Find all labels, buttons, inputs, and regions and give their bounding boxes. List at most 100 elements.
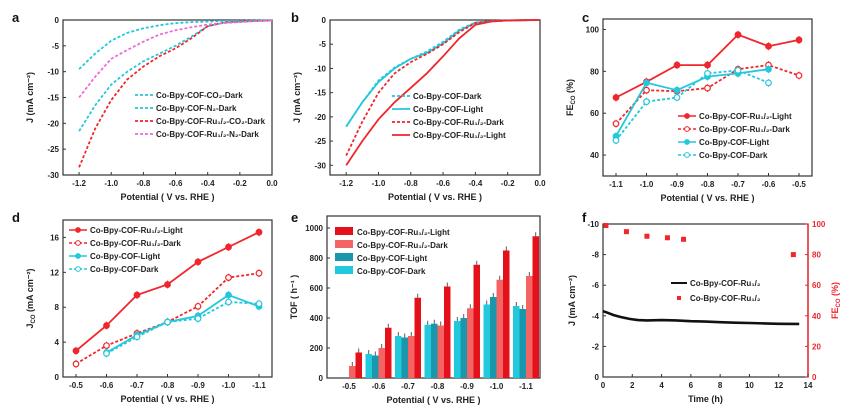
- data-point: [255, 269, 263, 277]
- data-point: [612, 94, 620, 101]
- data-point: [133, 291, 141, 299]
- data-point: [734, 66, 742, 74]
- bar: [490, 297, 497, 378]
- legend-marker: [75, 227, 81, 233]
- x-tick-label: 6: [689, 381, 694, 390]
- y-axis-title: JCO (mA cm⁻²): [25, 269, 37, 329]
- bar: [378, 348, 385, 378]
- data-point: [643, 98, 650, 106]
- bar: [444, 286, 451, 378]
- x-tick-label: -0.7: [731, 180, 745, 189]
- legend-label: Co-Bpy-COF-Ru₁/₂-Light: [413, 131, 506, 140]
- x-tick-label: -1.0: [490, 382, 504, 391]
- data-point: [164, 318, 171, 326]
- x-tick-label: -0.6: [169, 179, 183, 188]
- series-line: [106, 293, 260, 354]
- series-line: [345, 19, 541, 156]
- legend-marker: [75, 266, 81, 272]
- y-right-tick-label: 80: [812, 251, 821, 260]
- data-point: [225, 243, 232, 251]
- legend-label: Co-Bpy-COF-Ru₁/₂-N₂-Dark: [156, 130, 259, 139]
- bar: [454, 321, 461, 378]
- legend-marker: [684, 113, 690, 119]
- data-point: [643, 86, 650, 94]
- x-tick-label: -1.1: [609, 180, 623, 189]
- legend-label: Co-Bpy-COF-Dark: [357, 267, 426, 276]
- x-tick-label: 10: [745, 381, 754, 390]
- legend-label: Co-Bpy-COF-Ru₁/₂: [690, 279, 761, 288]
- x-tick-label: 4: [659, 381, 664, 390]
- bar: [460, 318, 467, 378]
- y-tick-label: -15: [47, 94, 59, 103]
- x-tick-label: -1.2: [72, 179, 86, 188]
- data-point: [225, 291, 232, 299]
- x-tick-label: -0.6: [100, 381, 114, 390]
- y-tick-label: 400: [310, 314, 324, 323]
- series-line: [78, 19, 273, 132]
- series-line: [602, 309, 800, 326]
- legend-label: Co-Bpy-COF-N₂-Dark: [156, 104, 237, 113]
- data-point: [603, 223, 609, 229]
- y-tick-label: -20: [47, 119, 59, 128]
- y-tick-label: -30: [314, 161, 326, 170]
- data-point: [765, 65, 772, 73]
- data-point: [72, 360, 80, 368]
- bar: [355, 352, 362, 378]
- y-tick-label: 40: [590, 151, 599, 160]
- y-axis-title: J (mA cm⁻²): [25, 72, 35, 123]
- x-tick-label: -1.1: [252, 381, 266, 390]
- legend-label: Co-Bpy-COF-Light: [90, 252, 161, 261]
- legend-marker: [684, 139, 690, 145]
- y-axis-title: J (mA cm⁻²): [292, 72, 302, 123]
- panel-e: e -0.5 -0.6 -0.7 -0.8 -0.9 -1.0 -1.1 0 200 400 600 8…: [289, 210, 541, 405]
- series-line: [78, 19, 273, 70]
- y-axis-title: J (mA cm⁻²): [567, 275, 577, 326]
- data-point: [790, 252, 796, 258]
- bar: [408, 336, 415, 378]
- legend-label: Co-Bpy-COF-Ru₁/₂-CO₂-Dark: [156, 117, 266, 126]
- data-point: [673, 61, 681, 69]
- x-axis-title: Time (h): [688, 394, 723, 404]
- series-line: [78, 19, 273, 99]
- bar: [431, 323, 438, 378]
- x-tick-label: -0.7: [130, 381, 144, 390]
- y-tick-label: -25: [314, 137, 326, 146]
- bar: [349, 366, 356, 378]
- y-right-tick-label: 40: [812, 312, 821, 321]
- panel-label: f: [582, 210, 587, 225]
- y-tick-label: 0: [55, 373, 60, 382]
- bar: [424, 324, 431, 378]
- y-tick-label: 60: [590, 109, 599, 118]
- data-point: [194, 302, 202, 310]
- data-point: [734, 31, 742, 39]
- data-point: [704, 70, 711, 77]
- data-point: [255, 300, 263, 308]
- x-tick-label: -0.2: [501, 179, 515, 188]
- panel-label: d: [12, 210, 20, 225]
- bar: [365, 354, 372, 378]
- bar: [473, 264, 480, 378]
- bar: [526, 276, 533, 378]
- bar: [483, 304, 490, 378]
- x-tick-label: -0.8: [431, 382, 445, 391]
- y-tick-label: 800: [310, 254, 324, 263]
- data-point: [623, 229, 629, 235]
- bar: [385, 327, 392, 378]
- x-tick-label: -0.9: [670, 180, 684, 189]
- data-point: [133, 333, 141, 341]
- panel-label: e: [291, 210, 298, 225]
- legend-marker: [677, 296, 681, 300]
- x-tick-label: -0.6: [762, 180, 776, 189]
- x-tick-label: -0.7: [401, 382, 415, 391]
- panel-c: c -1.1 -1.0 -0.9 -0.8 -0.7 -0.6 -0.5 40 60 80 100 Po…: [565, 10, 813, 203]
- x-tick-label: -0.8: [136, 179, 150, 188]
- x-tick-label: -1.2: [339, 179, 353, 188]
- x-tick-label: -0.4: [201, 179, 215, 188]
- y-tick-label: -5: [319, 40, 327, 49]
- data-point: [673, 94, 681, 101]
- x-tick-label: -0.5: [342, 382, 356, 391]
- bar: [467, 308, 474, 378]
- x-tick-label: -1.1: [519, 382, 533, 391]
- y-tick-label: 16: [50, 233, 59, 242]
